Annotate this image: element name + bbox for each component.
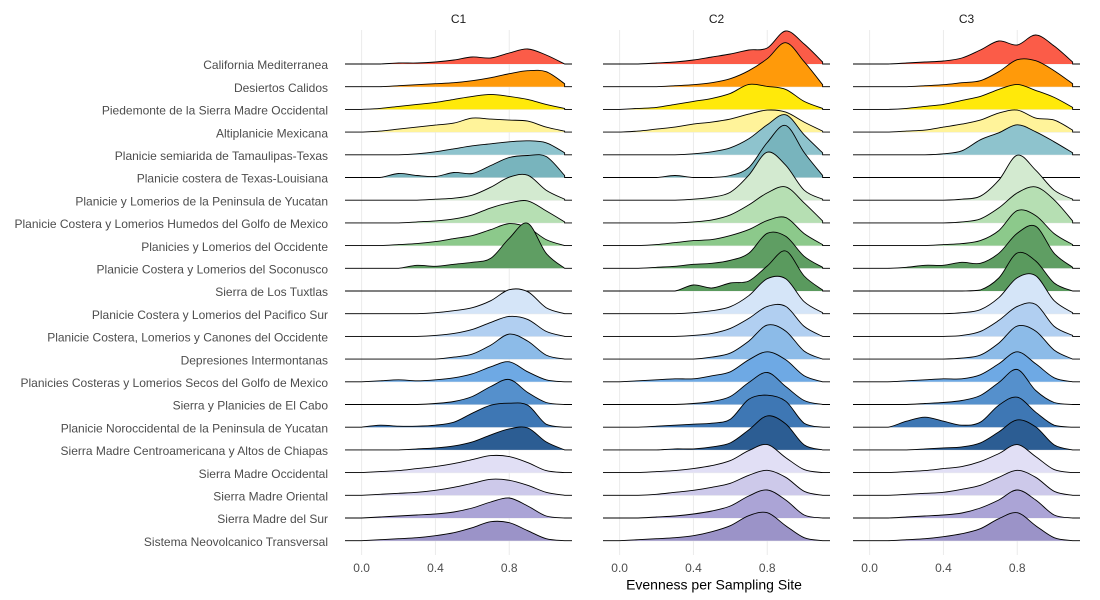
ridge (853, 512, 1080, 542)
x-tick-label: 0.4 (935, 561, 952, 575)
ridge (345, 520, 572, 542)
ridge (345, 48, 572, 65)
ridge (853, 369, 1080, 405)
row-label: Planicie semiarida de Tamaulipas-Texas (115, 149, 328, 163)
row-label: Planicie y Lomerios de la Peninsula de Y… (75, 194, 328, 208)
x-tick-label: 0.0 (353, 561, 370, 575)
ridge (345, 426, 572, 451)
ridge (853, 109, 1080, 133)
ridge (603, 324, 830, 360)
ridge (345, 140, 572, 156)
ridge (345, 402, 572, 428)
ridge (853, 83, 1080, 110)
row-label: Altiplanicie Mexicana (216, 126, 328, 140)
ridge (345, 173, 572, 201)
ridge (603, 42, 830, 88)
row-label: Planicie costera de Texas-Louisiana (137, 172, 329, 186)
row-label: Sierra Madre Occidental (199, 467, 328, 481)
ridge (853, 124, 1080, 156)
row-label: Depresiones Intermontanas (181, 353, 328, 367)
ridge (603, 443, 830, 474)
facet-title: C1 (451, 12, 467, 26)
ridge (853, 34, 1080, 65)
row-label: Sierra y Planicies de El Cabo (173, 399, 329, 413)
ridge (603, 351, 830, 383)
ridge (603, 275, 830, 315)
row-label: Sistema Neovolcanico Transversal (144, 535, 328, 549)
x-tick-label: 0.4 (685, 561, 702, 575)
ridge (345, 222, 572, 269)
ridge (345, 361, 572, 383)
x-tick-label: 0.0 (611, 561, 628, 575)
ridge (853, 419, 1080, 451)
ridge (345, 117, 572, 133)
ridge (853, 489, 1080, 519)
ridge (603, 511, 830, 542)
row-label: Planicie Costera, Lomerios y Canones del… (47, 331, 328, 345)
ridge (853, 469, 1080, 496)
row-label: Sierra Madre Centroamericana y Altos de … (61, 444, 328, 458)
ridge (853, 58, 1080, 88)
ridge (345, 154, 572, 178)
ridge (603, 415, 830, 451)
ridge (345, 454, 572, 474)
ridge (603, 469, 830, 496)
ridge (345, 478, 572, 496)
facet-title: C2 (709, 12, 725, 26)
ridge (603, 83, 830, 110)
ridge (345, 333, 572, 360)
row-label: Desiertos Calidos (234, 81, 328, 95)
row-label: Planicies y Lomerios del Occidente (141, 240, 328, 254)
row-label: Piedemonte de la Sierra Madre Occidental (102, 104, 328, 118)
ridge (853, 325, 1080, 360)
ridge (345, 69, 572, 88)
ridge (345, 200, 572, 224)
ridge (345, 378, 572, 405)
ridge (603, 151, 830, 201)
x-tick-label: 0.4 (427, 561, 444, 575)
row-label: Planicie Costera y Lomerios del Pacifico… (92, 308, 328, 322)
ridge (345, 288, 572, 315)
row-label: Sierra Madre del Sur (217, 512, 328, 526)
row-label: Planicie Noroccidental de la Peninsula d… (61, 421, 328, 435)
row-label: Planicies Costeras y Lomerios Secos del … (21, 376, 329, 390)
x-tick-label: 0.8 (501, 561, 518, 575)
ridge (603, 489, 830, 519)
ridge (345, 497, 572, 519)
ridge (603, 186, 830, 224)
ridge (853, 396, 1080, 428)
x-tick-label: 0.8 (1009, 561, 1026, 575)
x-tick-label: 0.0 (861, 561, 878, 575)
x-tick-label: 0.8 (759, 561, 776, 575)
row-label: Sierra de Los Tuxtlas (215, 285, 328, 299)
ridge (853, 154, 1080, 201)
ridge (853, 444, 1080, 474)
row-label: California Mediterranea (203, 58, 328, 72)
row-label: Planicie Costera y Lomerios Humedos del … (15, 217, 329, 231)
facet-title: C3 (959, 12, 975, 26)
ridge (345, 93, 572, 110)
x-axis-label: Evenness per Sampling Site (626, 577, 802, 593)
row-label: Planicie Costera y Lomerios del Soconusc… (97, 262, 329, 276)
ridge (345, 315, 572, 337)
row-label: Sierra Madre Oriental (213, 489, 328, 503)
